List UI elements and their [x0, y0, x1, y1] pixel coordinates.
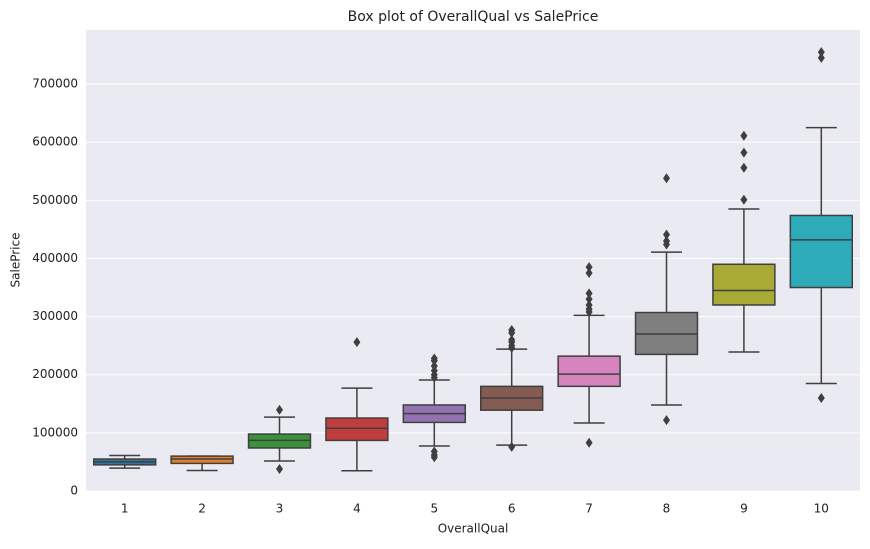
y-tick-label: 700000 — [32, 77, 78, 91]
outlier — [585, 306, 593, 317]
outlier — [740, 162, 748, 173]
x-tick-label: 4 — [353, 502, 361, 516]
chart-title: Box plot of OverallQual vs SalePrice — [348, 9, 599, 25]
outlier — [508, 342, 516, 353]
outlier — [585, 288, 593, 299]
outlier — [508, 441, 516, 452]
y-tick-label: 500000 — [32, 193, 78, 207]
outlier — [663, 239, 670, 250]
x-tick-label: 8 — [663, 502, 671, 516]
x-tick-label: 3 — [276, 502, 284, 516]
x-tick-label: 7 — [585, 502, 593, 516]
box — [789, 214, 854, 289]
box — [712, 263, 776, 306]
box — [557, 355, 621, 388]
y-tick-label: 200000 — [32, 367, 78, 381]
outlier — [353, 337, 361, 348]
y-tick-label: 400000 — [32, 251, 78, 265]
x-axis-label: OverallQual — [438, 522, 509, 536]
plot-area — [86, 30, 860, 491]
y-axis-label: SalePrice — [9, 233, 23, 288]
outlier — [508, 327, 516, 338]
outlier — [430, 372, 438, 383]
outlier — [276, 463, 283, 474]
outlier — [585, 262, 593, 273]
x-tick-label: 6 — [508, 502, 516, 516]
y-tick-label: 600000 — [32, 135, 78, 149]
outlier — [817, 47, 825, 58]
outlier — [585, 294, 593, 305]
outlier — [740, 194, 748, 205]
outlier — [430, 452, 438, 463]
x-tick-label: 1 — [121, 502, 129, 516]
x-tick-label: 5 — [430, 502, 438, 516]
outlier — [430, 355, 438, 366]
outlier — [663, 415, 670, 426]
outlier — [817, 392, 825, 403]
x-tick-label: 9 — [740, 502, 748, 516]
outlier — [585, 437, 593, 448]
box — [325, 417, 389, 442]
outlier — [585, 267, 593, 278]
x-tick-label: 2 — [198, 502, 206, 516]
y-tick-label: 300000 — [32, 309, 78, 323]
outlier — [663, 173, 670, 184]
y-tick-label: 100000 — [32, 425, 78, 439]
outlier — [817, 52, 825, 63]
x-tick-label: 10 — [814, 502, 829, 516]
outlier — [740, 147, 748, 158]
outlier — [740, 130, 748, 141]
y-tick-label: 0 — [70, 484, 78, 498]
outlier — [663, 229, 670, 240]
outlier — [276, 404, 283, 415]
